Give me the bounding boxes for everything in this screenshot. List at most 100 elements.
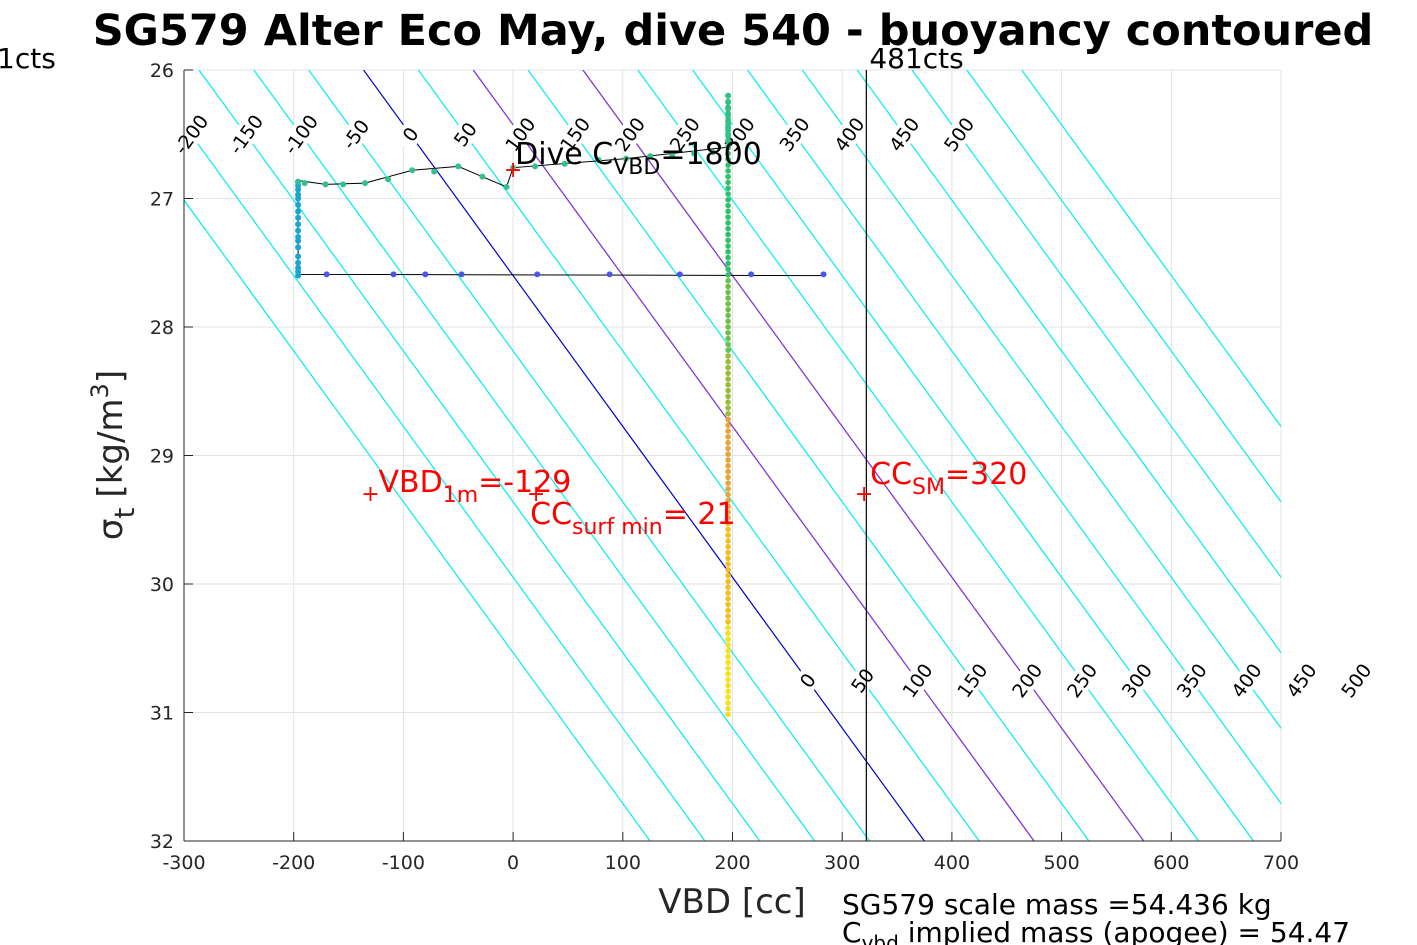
data-point-column (725, 682, 731, 689)
x-axis-label: VBD [cc] (658, 882, 806, 922)
data-point-column (725, 266, 731, 272)
data-point-column (725, 439, 731, 446)
contour-label-bottom: 500 (1337, 660, 1376, 702)
data-point-column (725, 462, 731, 469)
contour-line (253, 70, 816, 841)
data-point (510, 164, 517, 171)
data-point-column (725, 179, 731, 186)
x-tick-label: -300 (162, 852, 205, 874)
data-point (295, 201, 302, 208)
contour-line-zero (363, 70, 925, 841)
y-tick-label: 27 (150, 189, 174, 211)
contour-label-bottom: 350 (1173, 660, 1212, 702)
data-point-column (725, 231, 731, 238)
data-point-column (725, 515, 731, 521)
data-point-column (725, 659, 731, 666)
contour-line-secondary (472, 70, 1035, 841)
y-tick-label: 31 (150, 703, 174, 725)
data-point (725, 105, 732, 112)
data-point-column (725, 387, 731, 394)
data-point (295, 214, 302, 221)
data-point (595, 156, 602, 163)
data-point-column (725, 301, 731, 307)
data-point (295, 259, 302, 266)
contour-label-bg (448, 116, 483, 153)
x-tick-label: 0 (507, 852, 519, 874)
data-point-column (725, 405, 731, 411)
data-point-column (725, 520, 731, 527)
contour-label-bottom: 150 (953, 660, 992, 702)
data-point-column (725, 590, 731, 596)
annotation-marker: + (504, 158, 522, 183)
data-point (676, 271, 683, 278)
data-point (295, 264, 302, 271)
contour-label-bg (845, 662, 880, 699)
data-point-column (725, 578, 731, 585)
contour-line (527, 70, 1090, 841)
annotation-label: CCsurf min= 21 (530, 497, 735, 540)
contour-label-bg (1338, 662, 1374, 699)
grid (183, 69, 1282, 842)
contour-line (637, 70, 1200, 841)
data-point-column (725, 653, 731, 660)
footer-cvbd-sub: vbd (862, 931, 899, 945)
data-point (385, 176, 392, 183)
x-tick-label: 400 (934, 852, 970, 874)
contour-label-bg (831, 116, 867, 153)
y-tick-label: 32 (150, 831, 174, 853)
contour-label-bottom: 300 (1118, 660, 1157, 702)
annotation-label: VBD1m=-129 (378, 465, 571, 508)
contour-label-bg (557, 116, 592, 153)
data-point-column (725, 555, 731, 562)
data-point-column (725, 202, 731, 209)
contour-line (184, 199, 651, 841)
y-axis-label-sub: t (108, 508, 141, 519)
data-point (295, 234, 302, 241)
annotation-main: CC (870, 457, 912, 492)
annotation-sub: 1m (443, 483, 478, 508)
contour-line (198, 70, 761, 841)
contour-line (911, 70, 1281, 579)
contour-label-bg (502, 116, 538, 153)
contour-label-bg (722, 116, 757, 153)
footer-line-1: SG579 scale mass =54.436 kg (842, 888, 1272, 921)
contour-label-top: -200 (170, 111, 213, 159)
data-point (295, 227, 302, 234)
data-point (647, 153, 654, 160)
x-tick-label: -100 (382, 852, 425, 874)
data-point (295, 191, 302, 198)
data-point-column (725, 260, 731, 267)
contour-line (692, 70, 1254, 841)
contour-label-bottom: 400 (1228, 660, 1267, 702)
footer-cvbd-tail: implied mass (apogee) = 54.47 (899, 916, 1350, 945)
data-point (409, 167, 416, 174)
data-point-column (725, 306, 731, 313)
data-point (340, 181, 347, 188)
data-point-column (725, 491, 731, 498)
data-point-column (725, 561, 731, 567)
data-point (532, 163, 539, 170)
data-point-column (725, 208, 731, 215)
data-point (431, 168, 438, 175)
y-tick-label: 28 (150, 317, 174, 339)
data-point-column (725, 648, 731, 654)
annotation-sub: VBD (613, 155, 660, 180)
data-point (623, 155, 630, 162)
data-point-column (725, 543, 731, 550)
data-point-column (725, 468, 731, 475)
data-point-column (725, 382, 731, 388)
data-point (458, 271, 465, 278)
annotation-main: CC (530, 497, 572, 532)
contour-label-bottom: 100 (898, 660, 937, 702)
reference-lines: 481cts 1cts (0, 42, 964, 841)
data-point-column (725, 191, 731, 197)
annotation-label: CCSM=320 (870, 457, 1027, 500)
x-tick-label: 700 (1263, 852, 1299, 874)
annotation-label: Dive CVBD=1800 (515, 137, 762, 180)
contour-line (966, 70, 1281, 503)
data-point-column (725, 595, 731, 602)
data-point-column (725, 196, 731, 203)
contour-label-bg (393, 116, 428, 153)
contour-label-bg (900, 662, 935, 699)
